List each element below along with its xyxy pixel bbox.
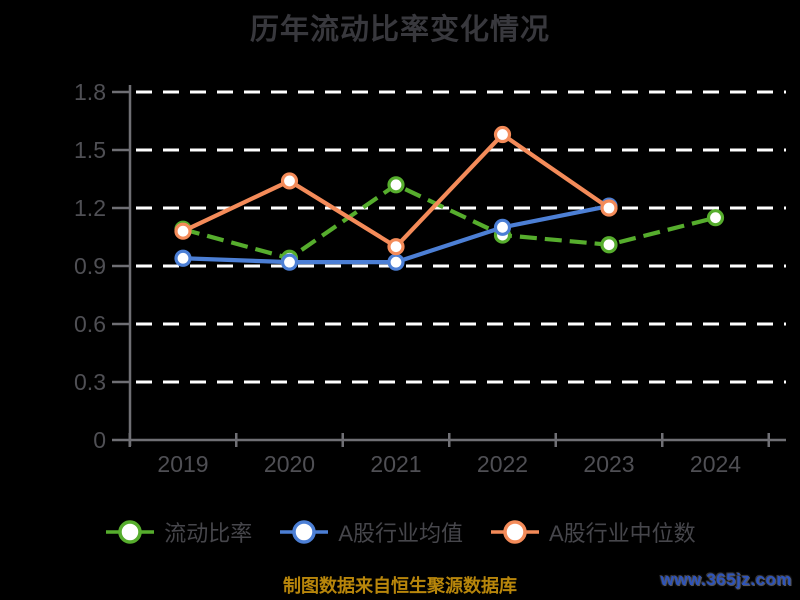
data-point [493, 218, 512, 236]
y-tick-label: 0.9 [74, 253, 106, 279]
y-tick-label: 0.6 [74, 311, 106, 337]
series-line-0 [182, 182, 717, 261]
y-tick-label: 1.8 [74, 79, 106, 105]
data-point [280, 172, 299, 190]
y-tick-label: 1.2 [74, 195, 106, 221]
data-point [387, 253, 405, 271]
x-tick-label: 2019 [157, 451, 208, 477]
chart-title: 历年流动比率变化情况 [249, 14, 550, 46]
plot-area: 0 0.3 0.6 0.9 1.2 1.5 1.8 2019 2020 2021 2022 2023 2… [74, 79, 786, 477]
legend-marker-icon [280, 520, 329, 544]
data-point [600, 199, 618, 217]
y-tick-label: 1.5 [74, 137, 106, 163]
legend-label: A股行业中位数 [549, 521, 696, 546]
data-point [174, 222, 192, 240]
data-point [174, 249, 192, 267]
legend: 流动比率 A股行业均值 A股行业中位数 [0, 516, 800, 548]
legend-item-0[interactable]: 流动比率 [104, 516, 252, 548]
x-tick-label: 2021 [370, 451, 421, 477]
x-tick-label: 2022 [477, 451, 528, 477]
data-point [387, 238, 405, 256]
legend-label: A股行业均值 [338, 521, 463, 546]
x-tick-label: 2020 [264, 451, 315, 477]
y-tick-label: 0 [93, 427, 106, 453]
legend-label: 流动比率 [164, 521, 253, 546]
data-point [280, 253, 299, 271]
footer-note: 制图数据来自恒生聚源数据库 [283, 576, 517, 596]
x-tick-label: 2024 [690, 451, 741, 477]
y-tick-label: 0.3 [74, 369, 106, 395]
data-point [493, 125, 512, 144]
x-tick-label: 2023 [583, 451, 634, 477]
watermark[interactable]: www.365jz.com [660, 570, 792, 589]
data-point [600, 236, 618, 254]
data-point [387, 176, 405, 194]
legend-marker-icon [491, 520, 539, 544]
data-point [706, 209, 725, 227]
legend-marker-icon [106, 520, 155, 544]
legend-item-2[interactable]: A股行业中位数 [489, 516, 696, 548]
legend-item-1[interactable]: A股行业均值 [278, 516, 463, 548]
